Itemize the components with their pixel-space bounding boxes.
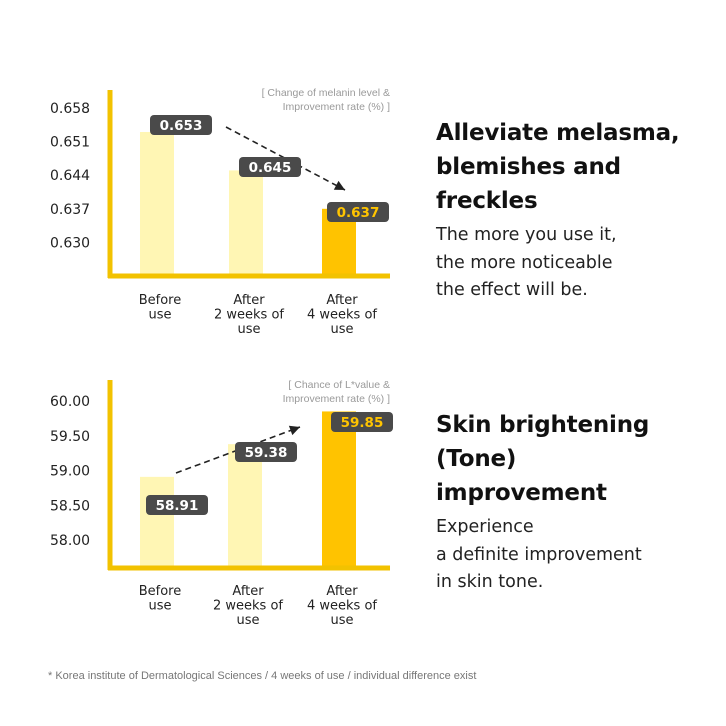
trend-arrow [175,426,301,474]
y-tick-label: 0.637 [50,202,90,218]
value-label-badge [150,115,212,135]
body-line: in skin tone. [436,572,544,592]
value-label-badge [327,202,389,222]
brightening-headline: Skin brightening (Tone) improvement [436,408,716,510]
x-tick-label: After [232,584,264,599]
x-tick-label: 4 weeks of [307,599,377,614]
headline-line: freckles [436,188,538,214]
x-tick-label: 2 weeks of [214,308,284,323]
x-tick-label: After [233,293,265,308]
headline-line: blemishes and [436,154,621,180]
y-tick-label: 60.00 [50,394,90,410]
y-tick-label: 0.658 [50,101,90,117]
body-line: The more you use it, [436,225,617,245]
y-tick-label: 59.50 [50,429,90,445]
chart-note: Improvement rate (%) ] [283,393,390,405]
melasma-body: The more you use it, the more noticeable… [436,222,716,305]
value-label: 0.645 [249,160,292,176]
x-tick-label: use [330,322,353,337]
value-label: 59.85 [341,415,384,431]
bar [140,476,174,568]
value-label: 0.637 [337,205,380,221]
brightening-text-block: Skin brightening (Tone) improvement Expe… [436,408,716,597]
brightening-body: Experience a definite improvement in ski… [436,514,716,597]
x-tick-label: After [326,293,358,308]
bar [322,411,356,568]
body-line: the effect will be. [436,280,588,300]
body-line: Experience [436,517,534,537]
y-tick-label: 0.630 [50,235,90,251]
value-label-badge [235,442,297,462]
melasma-text-block: Alleviate melasma, blemishes and freckle… [436,116,716,305]
x-tick-label: use [236,613,259,628]
y-tick-label: 0.651 [50,135,90,151]
x-tick-label: 2 weeks of [213,599,283,614]
value-label: 59.38 [245,445,288,461]
trend-arrowhead [288,425,300,436]
x-tick-label: use [148,599,171,614]
x-tick-label: use [330,613,353,628]
body-line: the more noticeable [436,252,613,273]
chart-note: [ Change of melanin level & [262,87,390,99]
y-tick-label: 0.644 [50,168,90,184]
bar [140,132,174,276]
value-label-badge [146,495,208,515]
y-tick-label: 58.00 [50,533,90,549]
x-tick-label: use [148,308,171,323]
y-tick-label: 58.50 [50,498,90,514]
x-tick-label: Before [139,584,182,599]
x-tick-label: After [326,584,358,599]
headline-line: Skin brightening [436,412,650,438]
footnote: * Korea institute of Dermatological Scie… [48,670,477,682]
x-tick-label: use [237,322,260,337]
melasma-headline: Alleviate melasma, blemishes and freckle… [436,116,716,218]
headline-line: improvement [436,480,607,506]
headline-line: (Tone) [436,446,517,472]
value-label-badge [331,412,393,432]
value-label: 0.653 [160,118,203,134]
trend-arrowhead [333,180,345,190]
chart-note: [ Chance of L*value & [288,379,390,391]
skin-tone-chart: 60.00 59.50 59.00 58.50 58.00 [ Chance of L*v… [50,379,393,628]
x-tick-label: Before [139,293,182,308]
bar [229,170,263,276]
body-line: a definite improvement [436,544,642,565]
melanin-level-chart: 0.658 0.651 0.644 0.637 0.630 [ Change of mel… [50,87,390,337]
bar [228,444,262,568]
trend-arrow [225,126,346,191]
x-tick-label: 4 weeks of [307,308,377,323]
value-label: 58.91 [156,498,199,514]
headline-line: Alleviate melasma, [436,120,680,146]
y-tick-label: 59.00 [50,464,90,480]
chart-note: Improvement rate (%) ] [283,101,390,113]
value-label-badge [239,157,301,177]
